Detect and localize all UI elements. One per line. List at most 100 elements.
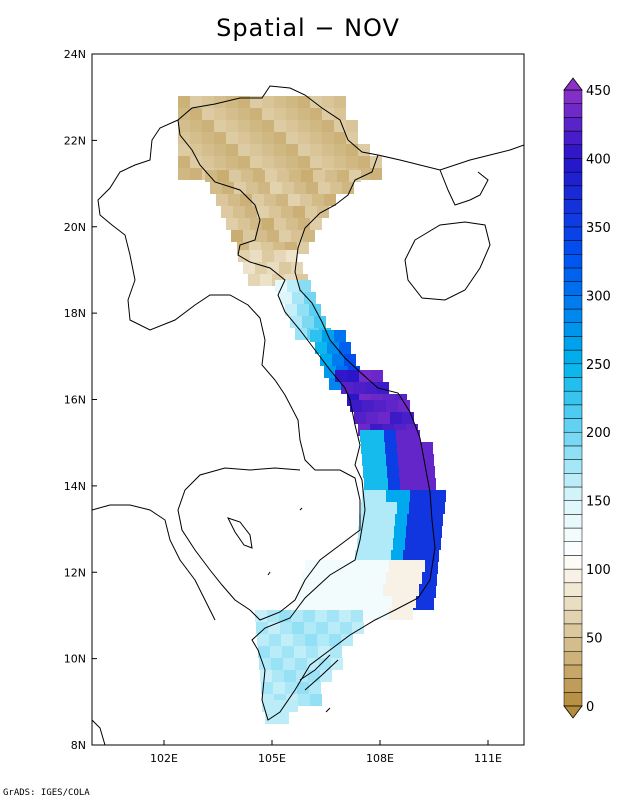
field-cell: [274, 132, 286, 144]
field-cell: [334, 108, 346, 120]
field-cell: [264, 194, 276, 206]
colorbar-segment: [563, 555, 583, 570]
field-cell: [422, 598, 434, 610]
field-cell: [363, 466, 375, 478]
field-cell: [397, 502, 409, 514]
field-cell: [430, 526, 442, 538]
lat-tick-label: 10N: [64, 653, 86, 666]
colorbar-segment: [563, 363, 583, 378]
colorbar-label: 50: [586, 632, 603, 647]
cambodia-border: [177, 467, 361, 621]
field-cell: [371, 514, 383, 526]
field-cell: [392, 596, 404, 608]
field-cell: [277, 170, 289, 182]
colorbar-segment: [563, 336, 583, 351]
colorbar-label: 250: [586, 358, 611, 373]
lat-tick-label: 22N: [64, 134, 86, 147]
colorbar-segment: [563, 650, 583, 666]
colorbar-segment: [563, 473, 583, 488]
field-cell: [226, 144, 238, 156]
field-cell: [226, 132, 238, 144]
field-cell: [314, 572, 326, 584]
field-cell: [245, 206, 257, 218]
field-cell: [271, 658, 283, 670]
field-cell: [274, 120, 286, 132]
lat-tick-label: 12N: [64, 566, 86, 579]
field-cell: [250, 96, 262, 108]
field-cell: [253, 170, 265, 182]
field-cell: [334, 120, 346, 132]
field-cell: [322, 132, 334, 144]
colorbar-segment: [563, 322, 583, 337]
field-cell: [374, 454, 386, 466]
field-cell: [277, 712, 289, 724]
field-cell: [308, 670, 320, 682]
colorbar-segment: [563, 541, 583, 556]
field-cell: [298, 156, 310, 168]
field-cell: [304, 292, 316, 304]
field-cell: [374, 572, 386, 584]
field-cell: [418, 526, 430, 538]
field-cell: [267, 610, 279, 622]
field-cell: [178, 120, 190, 132]
field-cell: [262, 120, 274, 132]
field-cell: [178, 168, 190, 180]
colorbar-label: 300: [586, 289, 611, 304]
field-cell: [411, 466, 423, 478]
field-cell: [399, 466, 411, 478]
field-cell: [379, 550, 391, 562]
field-cell: [298, 120, 310, 132]
colorbar-label: 400: [586, 152, 611, 167]
field-cell: [246, 182, 258, 194]
field-cell: [417, 538, 429, 550]
field-cell: [320, 596, 332, 608]
colorbar-segment: [563, 637, 583, 652]
field-cell: [408, 430, 420, 442]
field-cell: [327, 342, 339, 354]
field-cell: [274, 250, 286, 262]
field-cell: [315, 342, 327, 354]
field-cell: [269, 634, 281, 646]
field-cell: [286, 120, 298, 132]
longitude-axis: 102E 105E 108E 111E: [150, 740, 502, 765]
field-cell: [326, 572, 338, 584]
field-cell: [293, 206, 305, 218]
field-cell: [362, 454, 374, 466]
field-cell: [332, 354, 344, 366]
field-cell: [398, 454, 410, 466]
colorbar-segment: [563, 692, 583, 707]
field-cell: [270, 646, 282, 658]
colorbar-segment: [563, 678, 583, 693]
field-cell: [228, 194, 240, 206]
field-cell: [250, 108, 262, 120]
field-cell: [298, 96, 310, 108]
field-cell: [274, 96, 286, 108]
field-cell: [412, 478, 424, 490]
west-edge-coast: [92, 719, 106, 745]
field-cell: [334, 132, 346, 144]
field-cell: [331, 658, 343, 670]
field-cell: [267, 230, 279, 242]
field-cell: [298, 218, 310, 230]
field-cell: [233, 206, 245, 218]
field-cell: [226, 96, 238, 108]
field-cell: [303, 610, 315, 622]
field-cell: [238, 108, 250, 120]
field-cell: [322, 108, 334, 120]
field-cell: [335, 370, 347, 382]
lon-tick-label: 108E: [366, 752, 394, 765]
field-cell: [238, 120, 250, 132]
field-cell: [267, 262, 279, 274]
field-cell: [419, 514, 431, 526]
field-cell: [250, 250, 262, 262]
field-cell: [274, 144, 286, 156]
field-cell: [257, 206, 269, 218]
field-cell: [332, 596, 344, 608]
field-cell: [202, 156, 214, 168]
field-cell: [317, 206, 329, 218]
field-cell: [287, 280, 299, 292]
field-cell: [359, 584, 371, 596]
field-cell: [190, 168, 202, 180]
field-cell: [262, 108, 274, 120]
field-cell: [359, 514, 371, 526]
